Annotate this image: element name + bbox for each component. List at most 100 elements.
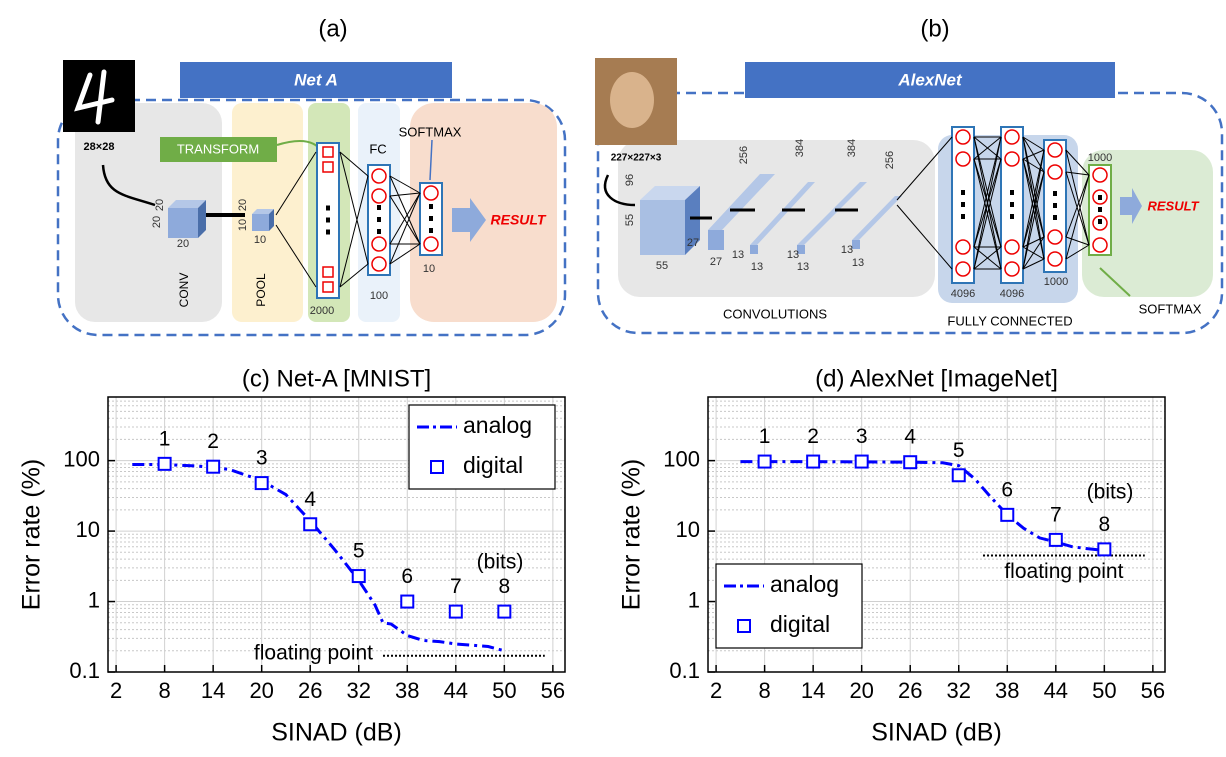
point-label: 6: [401, 565, 413, 588]
dimension-label: 20: [154, 199, 166, 211]
dimension-label: 13: [841, 244, 853, 256]
marker: [759, 456, 771, 468]
ellipsis: [961, 190, 965, 195]
result-label: RESULT: [1147, 198, 1199, 213]
chart-title: (d) AlexNet [ImageNet]: [815, 365, 1058, 392]
neuron: [956, 130, 970, 144]
point-label: 1: [759, 425, 771, 448]
dimension-label: 13: [751, 261, 763, 273]
marker: [353, 570, 365, 582]
x-tick-label: 26: [898, 678, 922, 703]
legend-label: analog: [770, 571, 839, 597]
neuron: [1093, 238, 1107, 252]
ellipsis: [1053, 215, 1057, 220]
conv-label: CONV: [177, 273, 191, 308]
neuron: [1048, 230, 1062, 244]
cube: [852, 240, 860, 249]
point-label: 5: [953, 439, 965, 462]
ellipsis: [1010, 214, 1014, 219]
point-label: 2: [207, 430, 219, 453]
reference-label: floating point: [254, 641, 373, 664]
dimension-label: 27: [687, 237, 699, 249]
y-tick-label: 1: [88, 587, 100, 612]
neuron: [372, 237, 386, 251]
y-tick-label: 10: [676, 517, 700, 542]
marker: [450, 606, 462, 618]
ellipsis: [1098, 219, 1102, 224]
x-tick-label: 50: [492, 678, 516, 703]
point-label: 7: [1050, 503, 1062, 526]
ellipsis: [429, 228, 433, 233]
net-title: AlexNet: [897, 70, 963, 89]
dimension-label: 20: [177, 238, 189, 250]
legend-label: digital: [463, 452, 523, 478]
y-tick-label: 10: [76, 517, 100, 542]
dimension-label: 256: [738, 146, 750, 164]
neuron: [424, 237, 438, 251]
legend-swatch: [738, 620, 750, 632]
chart-title: (c) Net-A [MNIST]: [242, 365, 431, 392]
neuron: [1005, 262, 1019, 276]
neuron: [956, 152, 970, 166]
annotation: (bits): [477, 551, 524, 574]
ellipsis: [1010, 202, 1014, 207]
dimension-label: 55: [624, 214, 636, 226]
dimension-label: 27: [710, 256, 722, 268]
ellipsis: [326, 206, 330, 211]
diagram-b: (b) AlexNet 227×227×3 CONVOLUTIONS FULLY…: [595, 15, 1222, 333]
cube: [750, 245, 758, 254]
x-tick-label: 38: [995, 678, 1019, 703]
neuron: [956, 240, 970, 254]
dimension-label: 384: [846, 139, 858, 157]
cube: [252, 214, 269, 231]
dimension-label: 20: [151, 216, 163, 228]
ellipsis: [1010, 190, 1014, 195]
pool-label: POOL: [254, 273, 268, 307]
ellipsis: [377, 229, 381, 234]
x-tick-label: 44: [444, 678, 468, 703]
dimension-label: 10: [423, 263, 435, 275]
convolutions-label: CONVOLUTIONS: [723, 306, 827, 321]
x-tick-label: 8: [158, 678, 170, 703]
diagram-a: (a) Net A 28×28 TRANSFORM CONV POOL FC S…: [58, 15, 565, 335]
ellipsis: [326, 230, 330, 235]
reference-label: floating point: [1004, 560, 1123, 583]
dimension-label: 13: [787, 249, 799, 261]
y-axis-label: Error rate (%): [18, 459, 46, 610]
y-tick-label: 100: [63, 446, 100, 471]
fc-label: FULLY CONNECTED: [947, 313, 1072, 328]
y-axis-label: Error rate (%): [618, 459, 646, 610]
neuron: [1005, 152, 1019, 166]
neuron: [1093, 168, 1107, 182]
dimension-label: 4096: [1000, 288, 1024, 300]
marker: [1050, 534, 1062, 546]
ellipsis: [961, 214, 965, 219]
x-axis-label: SINAD (dB): [271, 719, 402, 747]
ellipsis: [429, 204, 433, 209]
ellipsis: [377, 217, 381, 222]
point-label: 6: [1001, 478, 1013, 501]
cube: [708, 230, 724, 250]
point-label: 3: [256, 447, 268, 470]
softmax-label: SOFTMAX: [1139, 301, 1202, 316]
dimension-label: 1000: [1044, 276, 1068, 288]
neuron: [424, 186, 438, 200]
x-tick-label: 2: [110, 678, 122, 703]
dimension-label: 96: [624, 174, 636, 186]
cube: [640, 200, 685, 255]
marker: [953, 469, 965, 481]
legend-swatch: [431, 461, 443, 473]
marker: [401, 596, 413, 608]
neuron: [1048, 165, 1062, 179]
x-tick-label: 56: [541, 678, 565, 703]
point-label: 8: [1098, 513, 1110, 536]
dimension-label: 384: [794, 139, 806, 157]
input-size: 28×28: [84, 141, 115, 153]
y-tick-label: 0.1: [69, 658, 100, 683]
cube: [168, 208, 198, 238]
y-tick-label: 100: [663, 446, 700, 471]
point-label: 8: [498, 575, 510, 598]
dimension-label: 10: [254, 234, 266, 246]
x-tick-label: 14: [201, 678, 225, 703]
charts: (c) Net-A [MNIST] SINAD (dB) Error rate (%…: [18, 365, 1166, 746]
